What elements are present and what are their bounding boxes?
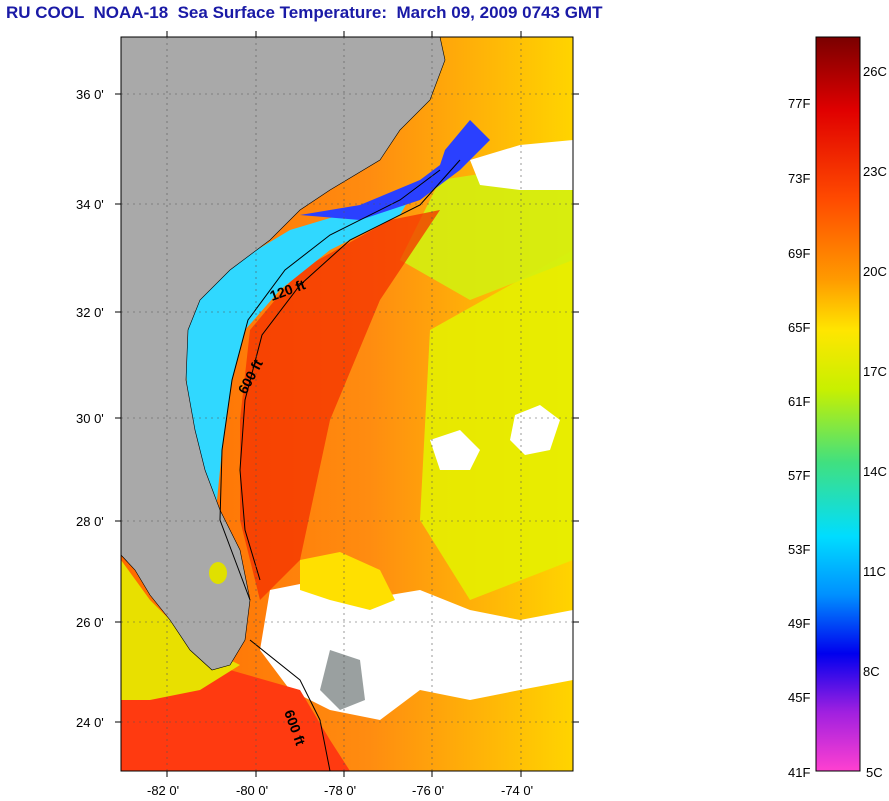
cloud-patch xyxy=(430,430,480,470)
colorbar-c-label: 14C xyxy=(863,464,887,479)
colorbar-f-label: 49F xyxy=(788,616,810,631)
colorbar-c-label: 17C xyxy=(863,364,887,379)
colorbar-f-label: 73F xyxy=(788,171,810,186)
offshore-cool-water xyxy=(420,250,573,600)
lon-ticks xyxy=(166,31,522,777)
bahamas-bank xyxy=(300,552,395,610)
lat-label: 34 0' xyxy=(76,197,104,212)
shelf-cold-water xyxy=(185,180,420,560)
andros-island xyxy=(320,650,365,710)
temperature-colorbar xyxy=(815,36,861,772)
colorbar-f-label: 69F xyxy=(788,246,810,261)
southeast-us-landmass xyxy=(121,37,446,671)
contour-600ft xyxy=(239,159,461,581)
lat-label: 24 0' xyxy=(76,715,104,730)
colorbar-f-label: 41F xyxy=(788,765,810,780)
map-title: RU COOL NOAA-18 Sea Surface Temperature:… xyxy=(6,3,603,22)
colorbar-c-label: 11C xyxy=(863,564,886,579)
lat-label: 26 0' xyxy=(76,615,104,630)
northern-cool-water xyxy=(400,160,573,300)
nearshore-coldest-water xyxy=(300,120,490,220)
colorbar-c-label: 20C xyxy=(863,264,887,279)
lat-label: 36 0' xyxy=(76,87,104,102)
colorbar-c-label: 8C xyxy=(863,664,880,679)
lon-label: -74 0' xyxy=(501,783,533,798)
lat-ticks xyxy=(115,93,579,723)
lat-label: 28 0' xyxy=(76,514,104,529)
colorbar-c-label: 5C xyxy=(866,765,883,780)
colorbar-f-label: 77F xyxy=(788,96,810,111)
lake-okeechobee xyxy=(209,562,227,584)
southern-warm-water xyxy=(121,670,350,771)
contour-120ft xyxy=(219,169,441,601)
cloud-patch xyxy=(510,405,560,455)
lon-label: -76 0' xyxy=(412,783,444,798)
lon-label: -82 0' xyxy=(147,783,179,798)
colorbar-c-label: 26C xyxy=(863,64,887,79)
cloud-patch xyxy=(470,140,573,190)
lon-label: -78 0' xyxy=(324,783,356,798)
colorbar-f-label: 57F xyxy=(788,468,810,483)
lat-label: 32 0' xyxy=(76,305,104,320)
map-plot-area xyxy=(121,37,573,771)
lon-label: -80 0' xyxy=(236,783,268,798)
colorbar-f-label: 45F xyxy=(788,690,810,705)
colorbar-f-label: 65F xyxy=(788,320,810,335)
lat-label: 30 0' xyxy=(76,411,104,426)
contour-600ft-south xyxy=(249,639,331,771)
colorbar-c-label: 23C xyxy=(863,164,887,179)
lat-lon-grid xyxy=(121,37,573,771)
colorbar-f-label: 61F xyxy=(788,394,810,409)
colorbar-f-label: 53F xyxy=(788,542,810,557)
gulf-stream-core xyxy=(240,210,440,600)
map-frame xyxy=(120,36,574,772)
